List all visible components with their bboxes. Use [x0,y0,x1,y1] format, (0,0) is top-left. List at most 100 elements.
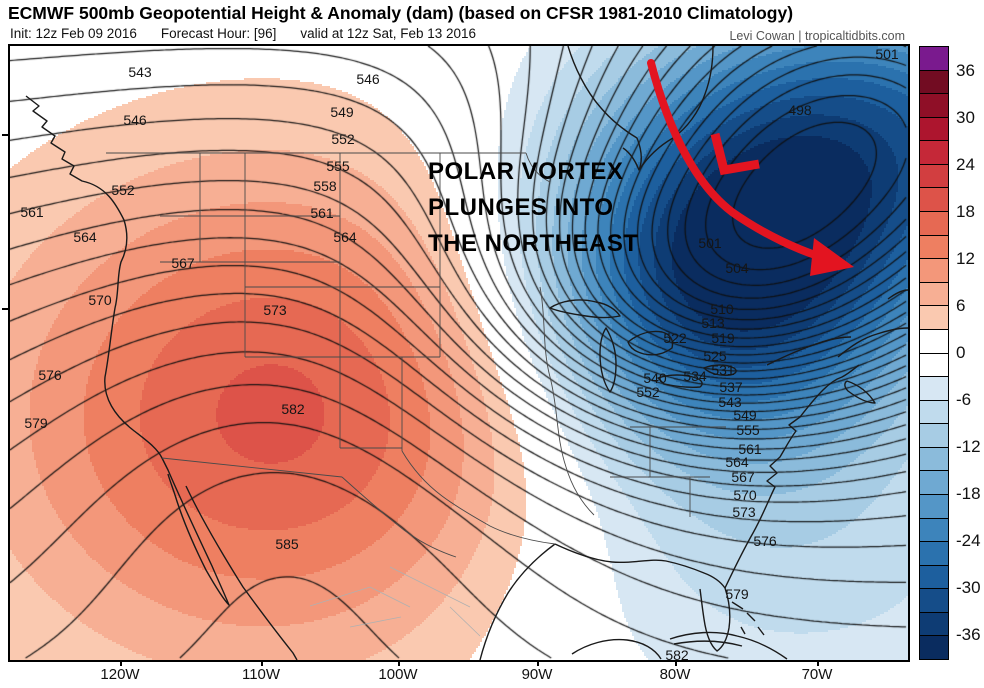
longitude-label: 90W [521,666,553,683]
contour-label: 561 [20,204,44,220]
map-frame: 543 546 546 549 552 552 555 558 561 561 564 564 567 5… [10,46,908,660]
contour-label: 501 [875,46,899,62]
contour-label: 576 [753,533,777,549]
colorbar-cell [920,258,948,282]
contour-label: 549 [330,104,354,120]
contour-label: 525 [703,348,727,364]
contour-label: 519 [711,330,735,346]
colorbar-label: -18 [956,484,981,504]
colorbar-label: 18 [956,201,975,221]
colorbar-cell [920,69,948,94]
contour-label: 552 [331,131,355,147]
colorbar-cell [920,564,948,589]
page-title: ECMWF 500mb Geopotential Height & Anomal… [8,3,794,23]
contour-label: 534 [683,368,707,384]
longitude-label: 80W [659,666,691,683]
contour-label: 498 [788,102,812,118]
coastlines [25,46,908,660]
longitude-tick [675,660,677,666]
colorbar-cell [920,140,948,164]
colorbar-cell [920,305,948,329]
annotation-line-2: PLUNGES INTO [428,194,614,221]
longitude-tick [120,660,122,666]
contour-label: 570 [733,487,757,503]
contour-label: 552 [111,182,135,198]
contour-label: 543 [128,64,152,80]
colorbar-label: 0 [956,343,966,362]
contour-label: 510 [710,301,734,317]
red-arrow [647,59,854,276]
contour-label: 564 [73,229,97,245]
contour-label: 582 [665,647,689,660]
colorbar-label: -24 [956,531,981,551]
contour-label: 504 [725,260,749,276]
contour-labels-layer: 543 546 546 549 552 552 555 558 561 561 564 564 567 5… [10,46,908,660]
colorbar-label: -36 [956,625,981,645]
contour-label: 564 [333,229,357,245]
annotation-line-3: THE NORTHEAST [428,230,639,257]
contour-label: 501 [698,235,722,251]
state-borders [106,152,726,558]
colorbar-cell [920,541,948,565]
longitude-label: 100W [378,666,418,683]
contour-label: 546 [123,112,147,128]
colorbar-cell [920,47,948,70]
colorbar-label: 6 [956,295,966,315]
colorbar-cell [920,163,948,188]
contour-label: 579 [24,415,48,431]
colorbar-cell [920,423,948,447]
contour-label: 555 [326,158,350,174]
longitude-tick [817,660,819,666]
contour-label: 555 [736,422,760,438]
forecast-hour: Forecast Hour: [96] [160,26,277,41]
colorbar-cell [920,281,948,306]
colorbar-cell [920,352,948,377]
contour-label: 567 [171,255,195,271]
colorbar-cell [920,116,948,141]
longitude-label: 70W [801,666,833,683]
contour-label: 522 [663,330,687,346]
latitude-tick [2,308,10,310]
longitude-label: 120W [100,666,140,683]
colorbar-cell [920,187,948,212]
contour-label: 543 [718,394,742,410]
longitude-tick [537,660,539,666]
colorbar-cell [920,328,948,353]
colorbar-cell [920,470,948,494]
colorbar-cell [920,211,948,235]
colorbar-cell [920,234,948,259]
run-info-bar: Init: 12z Feb 09 2016 Forecast Hour: [96]… [10,26,500,41]
colorbar-label: 24 [956,154,975,174]
colorbar-cell [920,588,948,612]
colorbar-label: 30 [956,107,975,127]
contour-label: 564 [725,454,749,470]
init-time: Init: 12z Feb 09 2016 [10,26,137,41]
annotation-overlay [647,59,854,276]
contour-label: 513 [701,315,725,331]
longitude-tick [398,660,400,666]
contour-label: 540 [643,370,667,386]
red-low-mark [710,132,760,176]
contour-label: 579 [725,586,749,602]
colorbar-label: -12 [956,437,981,457]
contour-label: 582 [281,401,305,417]
contour-label: 573 [732,504,756,520]
contour-label: 537 [719,379,743,395]
longitude-label: 110W [241,666,281,683]
colorbar-label: -30 [956,578,981,598]
red-arrow-head [810,238,854,276]
contour-label: 549 [733,407,757,423]
colorbar-cell [920,446,948,471]
anomaly-colorbar [919,46,949,660]
contour-label: 531 [711,362,735,378]
colorbar-label: 12 [956,248,975,268]
contour-lines-canvas [10,46,908,660]
valid-time: valid at 12z Sat, Feb 13 2016 [300,26,477,41]
annotation-line-1: POLAR VORTEX [428,158,624,185]
geography-overlay [25,46,908,660]
red-arrow-shaft [647,59,822,260]
colorbar-cell [920,93,948,117]
contour-label: 573 [263,302,287,318]
contour-label: 570 [88,292,112,308]
